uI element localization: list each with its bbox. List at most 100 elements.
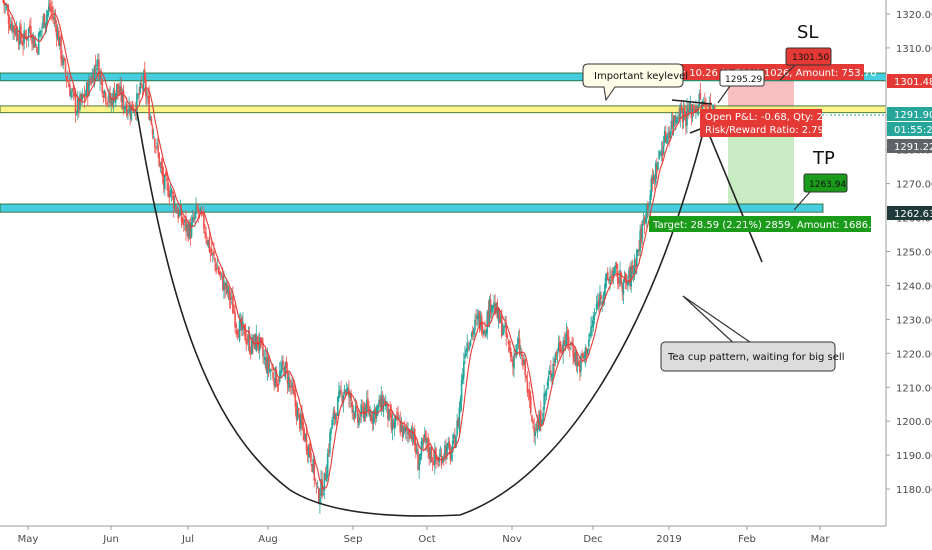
candle-body	[184, 219, 186, 223]
candle-body	[536, 423, 539, 433]
candle-body	[486, 311, 489, 334]
candle-body	[714, 106, 716, 108]
candle-body	[98, 60, 100, 81]
candle-body	[577, 360, 580, 366]
candle-body	[101, 79, 104, 95]
candle-body	[349, 392, 351, 399]
candle-body	[4, 5, 7, 7]
candle-body	[166, 177, 168, 182]
candle-body	[497, 309, 500, 322]
candle-body	[45, 15, 48, 24]
candle-body	[481, 331, 484, 334]
candle-body	[235, 324, 238, 328]
candle-body	[498, 310, 501, 324]
candle-body	[448, 441, 451, 448]
candle-body	[473, 328, 475, 335]
candle-body	[295, 404, 298, 419]
candle-body	[619, 270, 621, 285]
candle-body	[388, 409, 390, 421]
candle-body	[124, 106, 127, 110]
candle-body	[561, 349, 563, 354]
entry-price-callout: 1295.29	[717, 69, 765, 104]
candle-body	[216, 268, 219, 270]
candle-body	[692, 106, 695, 110]
countdown-bg	[887, 122, 932, 136]
candle-body	[47, 6, 50, 12]
candle-body	[557, 343, 560, 351]
candle-body	[518, 338, 521, 355]
candle-body	[126, 103, 128, 116]
candle-body	[360, 404, 362, 417]
candle-body	[624, 273, 627, 283]
candle-body	[656, 166, 658, 173]
candle-body	[14, 27, 17, 35]
keylevel-callout: Important keylevel	[582, 63, 688, 102]
candle-body	[15, 28, 18, 36]
candle-body	[59, 36, 61, 46]
candle-body	[325, 473, 328, 482]
candle-body	[668, 132, 670, 139]
candle-body	[332, 413, 335, 419]
candle-body	[329, 432, 331, 454]
candle-body	[236, 329, 239, 335]
candle-body	[256, 336, 259, 344]
candle-body	[299, 413, 301, 430]
candle-body	[305, 433, 308, 451]
candle-body	[637, 249, 639, 252]
candle-body	[302, 421, 304, 431]
candle-body	[623, 276, 626, 283]
candle-body	[675, 120, 677, 124]
candle-body	[306, 448, 309, 455]
candle-body	[5, 7, 8, 9]
candle-body	[666, 135, 668, 144]
candle-body	[432, 461, 435, 466]
candle-body	[555, 351, 558, 356]
candle-body	[62, 58, 65, 65]
price-label-1262-bg	[887, 206, 932, 220]
candle-body	[436, 457, 438, 461]
candle-body	[103, 90, 106, 95]
risk-reward-text: Risk/Reward Ratio: 2.79	[705, 125, 824, 136]
candle-body	[273, 379, 275, 386]
candle-body	[554, 354, 557, 363]
candle-body	[547, 376, 550, 382]
candle-body	[99, 72, 101, 82]
candle-body	[127, 112, 129, 113]
sl-label: SL	[797, 22, 818, 43]
candle-body	[456, 420, 458, 435]
candle-body	[603, 290, 606, 296]
candle-body	[285, 361, 288, 369]
candle-body	[251, 337, 253, 354]
right-price-labels: 1301.48 1291.90 01:55:20 1291.22 1262.63	[887, 74, 932, 220]
target-info-bg	[649, 216, 871, 232]
candle-body	[615, 263, 618, 270]
candle-body	[378, 399, 380, 405]
candle-body	[525, 375, 528, 378]
candle-body	[431, 460, 434, 462]
candle-body	[419, 453, 422, 461]
candle-body	[300, 414, 302, 429]
candle-body	[149, 116, 152, 120]
cup-curve	[136, 111, 706, 517]
candle-body	[265, 357, 268, 371]
candle-body	[544, 393, 547, 397]
candle-body	[529, 396, 532, 414]
candle-body	[495, 303, 497, 312]
candle-body	[181, 218, 184, 224]
candle-body	[315, 482, 318, 485]
candle-body	[546, 381, 549, 387]
candle-body	[253, 334, 255, 344]
x-tick-label: Jul	[181, 534, 194, 545]
candle-body	[49, 2, 51, 9]
candle-body	[418, 461, 420, 471]
candle-body	[387, 403, 389, 420]
candle-body	[514, 353, 516, 356]
moving-average-line	[2, 0, 716, 490]
candle-body	[678, 117, 680, 120]
candle-body	[105, 102, 108, 104]
candle-body	[238, 320, 241, 341]
candle-body	[580, 355, 582, 371]
candle-body	[41, 26, 43, 29]
candle-body	[146, 97, 148, 99]
